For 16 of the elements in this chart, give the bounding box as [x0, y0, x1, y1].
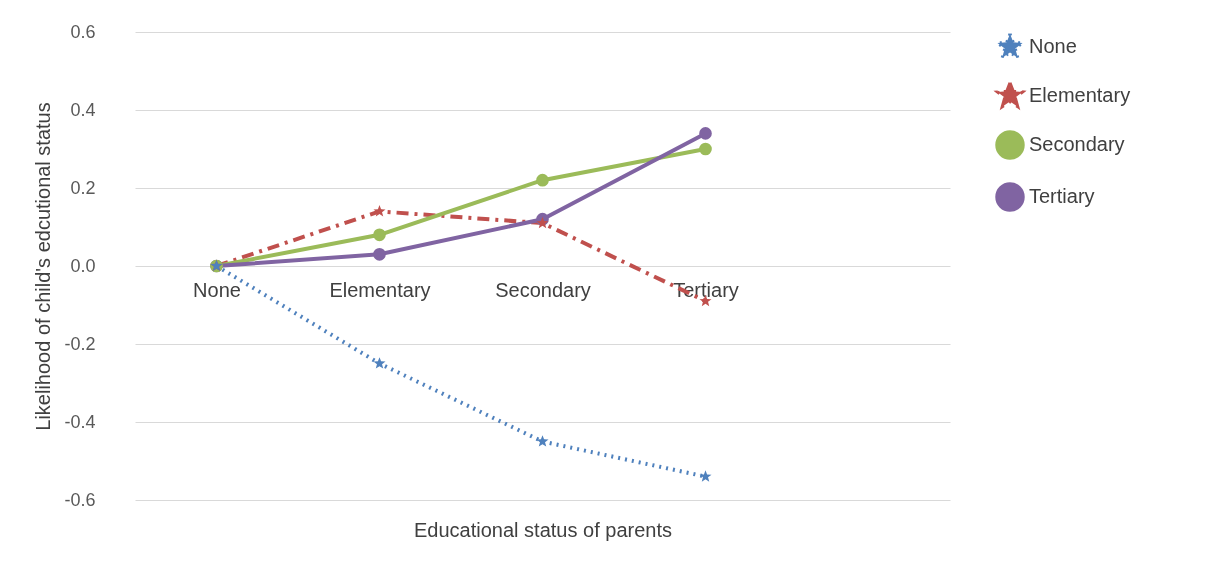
- y-tick-label: -0.6: [64, 489, 96, 510]
- x-tick-label: Elementary: [329, 278, 431, 301]
- x-tick-label: None: [193, 278, 241, 301]
- x-axis-title: Educational status of parents: [414, 518, 672, 541]
- y-tick-label: 0.2: [70, 177, 96, 198]
- y-tick-label: -0.2: [64, 333, 96, 354]
- legend-label: Tertiary: [1029, 185, 1095, 207]
- y-tick-label: 0.4: [70, 99, 96, 120]
- legend-label: Secondary: [1029, 133, 1125, 155]
- y-tick-label: 0.0: [70, 255, 96, 276]
- y-axis-title: Likelihood of child's edcutional status: [32, 102, 55, 431]
- legend-label: Elementary: [1029, 84, 1131, 106]
- x-tick-label: Secondary: [495, 278, 591, 301]
- y-tick-label: -0.4: [64, 411, 96, 432]
- y-tick-label: 0.6: [70, 21, 96, 42]
- legend-label: None: [1029, 35, 1077, 57]
